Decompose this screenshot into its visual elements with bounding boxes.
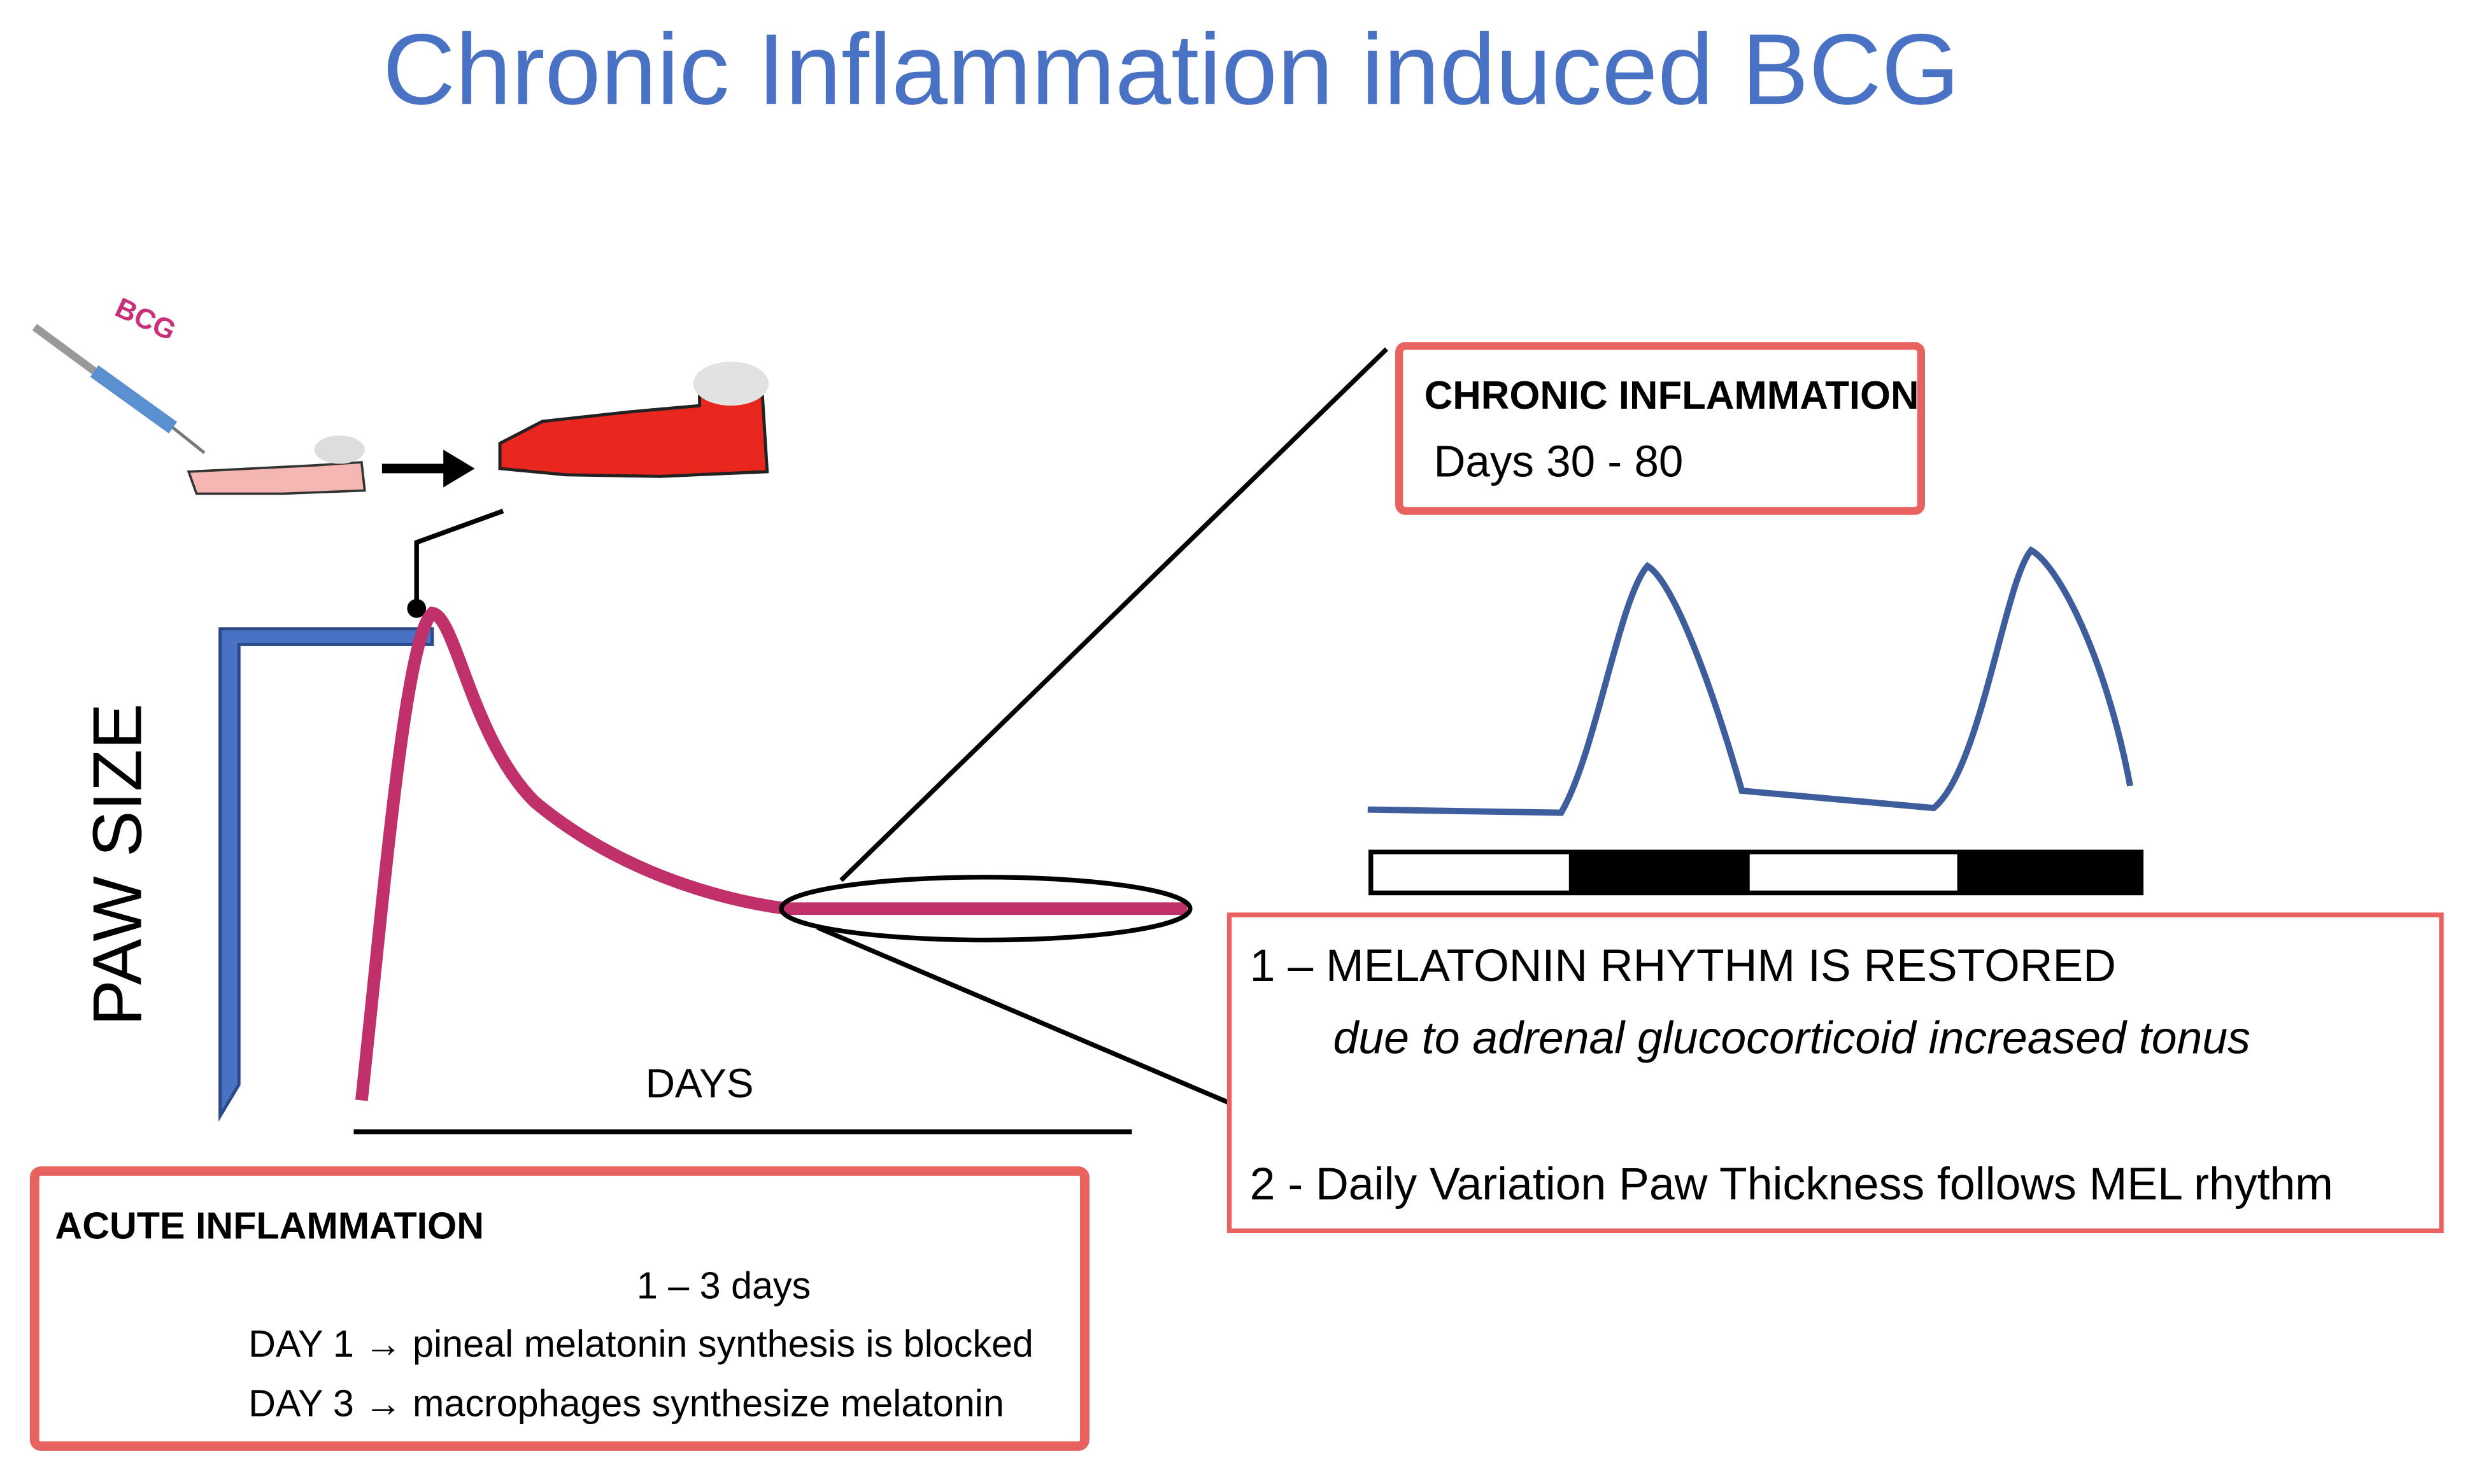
syringe bbox=[32, 323, 206, 455]
acute-box bbox=[29, 1166, 1090, 1451]
x-axis-label: DAYS bbox=[646, 1060, 754, 1106]
acute-day3: DAY 3 → macrophages synthesize melatonin bbox=[248, 1382, 1004, 1425]
y-axis-label: PAW SIZE bbox=[79, 703, 156, 1026]
finding-2: 2 - Daily Variation Paw Thickness follow… bbox=[1250, 1159, 2333, 1210]
zoom-line bbox=[839, 347, 1389, 882]
acute-heading: ACUTE INFLAMMATION bbox=[55, 1205, 484, 1247]
healthy-paw bbox=[187, 435, 366, 495]
arrow-head bbox=[443, 449, 475, 488]
y-axis bbox=[218, 627, 434, 1122]
chronic-heading: CHRONIC INFLAMMATION bbox=[1424, 374, 1919, 418]
peak-dot bbox=[407, 598, 427, 618]
chronic-period: Days 30 - 80 bbox=[1434, 436, 1684, 486]
title: Chronic Inflammation induced BCG bbox=[383, 13, 1959, 125]
rhythm-curve bbox=[1367, 546, 2134, 816]
finding-1-note: due to adrenal glucocorticoid increased … bbox=[1333, 1012, 2250, 1063]
acute-period: 1 – 3 days bbox=[637, 1264, 811, 1306]
findings-box bbox=[1226, 912, 2444, 1233]
connector bbox=[414, 509, 504, 609]
chronic-box bbox=[1395, 342, 1925, 515]
finding-1: 1 – MELATONIN RHYTHM IS RESTORED bbox=[1250, 940, 2116, 991]
light-dark-bar bbox=[1368, 849, 2144, 896]
zoom-ellipse bbox=[779, 875, 1193, 943]
acute-day1: DAY 1 → pineal melatonin synthesis is bl… bbox=[248, 1322, 1034, 1365]
paw-size-curve bbox=[355, 606, 1187, 1101]
zoom-line bbox=[816, 925, 1243, 1111]
inflamed-paw bbox=[498, 362, 769, 478]
